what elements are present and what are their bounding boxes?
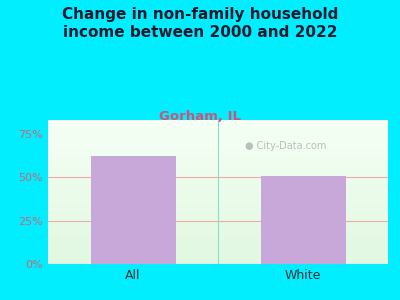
Text: Gorham, IL: Gorham, IL <box>159 110 241 122</box>
Text: ● City-Data.com: ● City-Data.com <box>245 141 327 151</box>
Bar <box>90 156 176 264</box>
Text: Change in non-family household
income between 2000 and 2022: Change in non-family household income be… <box>62 8 338 40</box>
Bar <box>260 176 346 264</box>
